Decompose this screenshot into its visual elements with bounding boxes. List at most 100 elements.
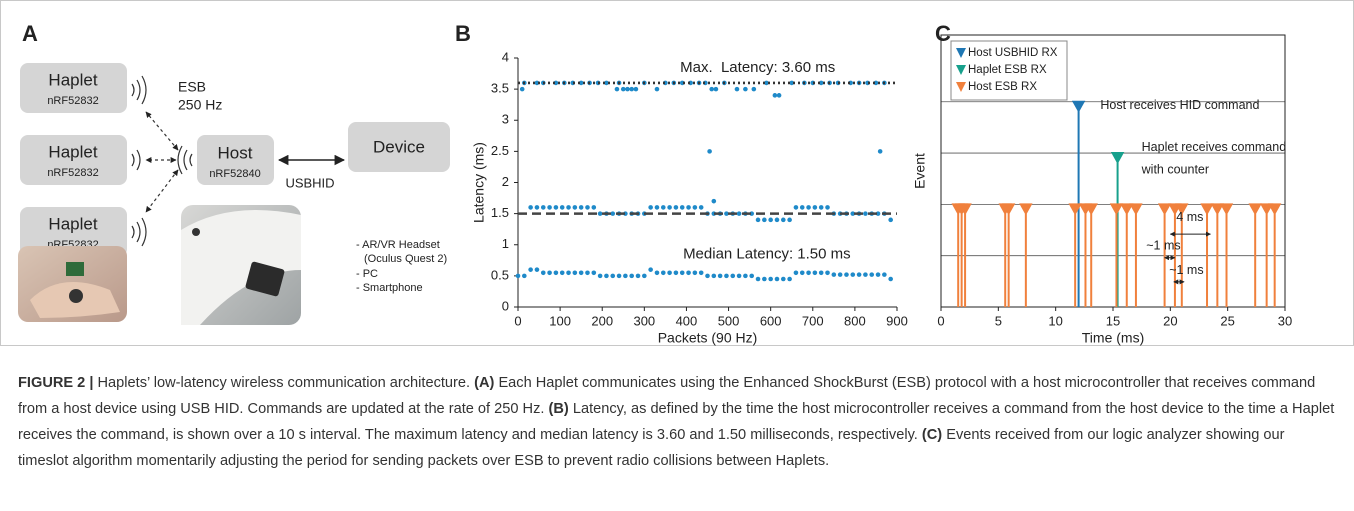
point xyxy=(850,211,856,216)
x-axis-label: Packets (90 Hz) xyxy=(658,330,758,346)
point xyxy=(749,273,755,279)
point xyxy=(597,273,603,279)
point xyxy=(591,270,597,276)
x-tick-label: 100 xyxy=(549,313,571,328)
point xyxy=(620,86,626,92)
stem xyxy=(1110,152,1125,307)
sensor xyxy=(192,228,200,236)
x-tick-label: 30 xyxy=(1278,313,1292,328)
motor xyxy=(69,289,83,303)
y-tick-label: 3.5 xyxy=(491,81,509,96)
point xyxy=(540,205,546,210)
point xyxy=(751,86,757,92)
point xyxy=(553,270,559,276)
point xyxy=(707,149,712,154)
point xyxy=(623,273,628,279)
point xyxy=(812,270,818,276)
point xyxy=(629,273,634,279)
point xyxy=(667,270,672,276)
point xyxy=(863,272,868,277)
point xyxy=(591,205,597,210)
point xyxy=(578,205,584,210)
point xyxy=(825,270,830,276)
point xyxy=(654,205,660,210)
y-axis-label: Event xyxy=(912,153,928,189)
y-tick-label: 0 xyxy=(502,298,509,313)
point xyxy=(806,205,811,210)
rate-label: 250 Hz xyxy=(178,97,222,113)
stem xyxy=(1129,203,1143,307)
point xyxy=(585,205,590,210)
point xyxy=(793,205,799,210)
point xyxy=(559,270,565,276)
point xyxy=(877,149,883,154)
board xyxy=(66,262,84,276)
point xyxy=(553,205,559,210)
wave xyxy=(131,75,147,105)
point xyxy=(717,273,723,279)
point xyxy=(799,205,805,210)
point xyxy=(667,205,672,210)
point xyxy=(837,272,843,277)
point xyxy=(768,276,773,282)
stem xyxy=(1019,203,1033,307)
point xyxy=(604,80,609,86)
point xyxy=(633,86,639,92)
device-name: Device xyxy=(373,137,425,156)
annotation: ~1 ms xyxy=(1146,239,1180,253)
x-tick-label: 800 xyxy=(844,313,866,328)
point xyxy=(572,205,578,210)
point xyxy=(818,270,824,276)
board xyxy=(245,261,285,297)
x-tick-label: 20 xyxy=(1163,313,1177,328)
stem xyxy=(1001,203,1016,307)
x-tick-label: 15 xyxy=(1106,313,1120,328)
point xyxy=(875,272,881,277)
point xyxy=(519,86,525,92)
stem xyxy=(1200,203,1214,307)
haplet-box xyxy=(20,135,127,185)
point xyxy=(818,205,824,210)
x-tick-label: 25 xyxy=(1220,313,1234,328)
point xyxy=(888,217,893,223)
point xyxy=(755,217,761,223)
caption-text: Latency, as defined by the time the host… xyxy=(18,401,1339,443)
point xyxy=(781,276,786,282)
point xyxy=(692,270,698,276)
panel-label: B xyxy=(455,21,471,46)
point xyxy=(654,86,660,92)
point xyxy=(743,273,748,279)
caption: FIGURE 2 | Haplets’ low-latency wireless… xyxy=(18,370,1338,474)
point xyxy=(743,86,748,92)
stem xyxy=(1210,203,1225,307)
point xyxy=(635,273,641,279)
y-tick-label: 2.5 xyxy=(491,143,509,158)
point xyxy=(610,273,616,279)
point xyxy=(772,93,778,98)
host-box xyxy=(197,135,274,185)
point xyxy=(764,80,769,86)
point xyxy=(673,205,679,210)
point xyxy=(799,270,805,276)
point xyxy=(648,205,653,210)
point xyxy=(724,273,729,279)
figure: A Haplet nRF52832 Haplet nRF52832 Haplet… xyxy=(0,0,1354,346)
annotation: 4 ms xyxy=(1176,210,1203,224)
point xyxy=(686,270,691,276)
esb-label: ESB xyxy=(178,79,206,95)
caption-bold: (B) xyxy=(548,401,569,417)
y-tick-label: 0.5 xyxy=(491,267,509,282)
point xyxy=(781,217,786,223)
links xyxy=(145,111,179,213)
point xyxy=(698,205,704,210)
point xyxy=(698,270,704,276)
point xyxy=(528,267,533,272)
host-chip: nRF52840 xyxy=(209,168,260,180)
x-tick-label: 300 xyxy=(633,313,655,328)
y-tick-label: 2 xyxy=(502,174,509,189)
point xyxy=(515,273,521,279)
y-tick-label: 3 xyxy=(502,112,509,127)
x-tick-label: 700 xyxy=(802,313,824,328)
wave xyxy=(131,149,141,171)
point xyxy=(806,270,811,276)
